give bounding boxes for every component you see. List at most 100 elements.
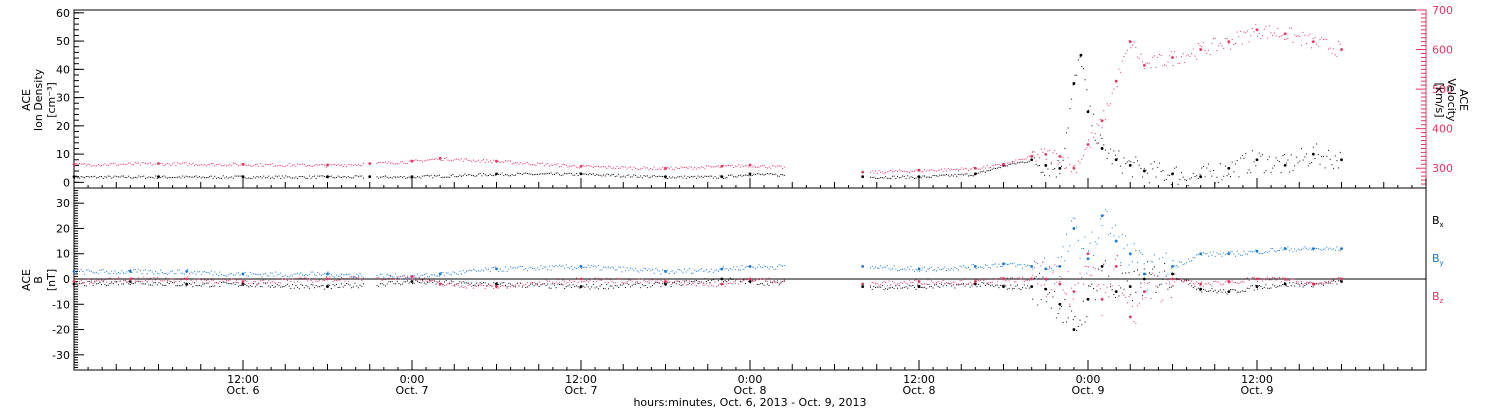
velocity-series-sample	[922, 170, 924, 172]
velocity-series-sample	[87, 163, 89, 165]
ion-density-series-sample	[80, 176, 82, 178]
ion-density-series-sample	[226, 176, 228, 178]
by-series-sample	[935, 270, 937, 272]
bz-series-sample	[1082, 283, 1084, 285]
bz-series-sample	[574, 280, 576, 282]
bz-series-sample	[75, 281, 77, 283]
ion-density-series-sample	[1022, 161, 1024, 163]
velocity-series-sample	[449, 160, 451, 162]
bz-series-sample	[484, 287, 486, 289]
ion-density-series-sample	[1199, 173, 1201, 175]
velocity-series-sample	[1017, 161, 1019, 163]
velocity-series-sample	[1140, 53, 1142, 55]
by-series-sample	[1196, 254, 1198, 256]
by-series-sample	[95, 271, 97, 273]
velocity-series-sample	[1010, 162, 1012, 164]
velocity-series-point	[1283, 32, 1287, 36]
by-series-sample	[163, 272, 165, 274]
by-series-sample	[1204, 253, 1206, 255]
bz-series-point	[1100, 297, 1104, 301]
ion-density-series-sample	[461, 175, 463, 177]
by-series-sample	[1255, 249, 1257, 251]
bx-series-sample	[1233, 289, 1235, 291]
bz-series-sample	[1334, 281, 1336, 283]
ion-density-series-sample	[264, 177, 266, 179]
ion-density-series-sample	[104, 176, 106, 178]
velocity-series-sample	[136, 162, 138, 164]
velocity-series-sample	[315, 164, 317, 166]
velocity-series-sample	[396, 163, 398, 165]
velocity-series-sample	[258, 165, 260, 167]
velocity-series-sample	[423, 160, 425, 162]
bz-series-sample	[582, 281, 584, 283]
by-series-sample	[575, 268, 577, 270]
by-series-sample	[209, 272, 211, 274]
velocity-series-sample	[613, 167, 615, 169]
by-series-sample	[1101, 225, 1103, 227]
ion-density-series-sample	[1147, 172, 1149, 174]
ion-density-series-sample	[516, 172, 518, 174]
ion-density-series-sample	[1186, 179, 1188, 181]
bz-series-sample	[116, 282, 118, 284]
velocity-series-sample	[454, 159, 456, 161]
ion-density-series-sample	[278, 175, 280, 177]
by-series-sample	[148, 270, 150, 272]
ion-density-series-sample	[910, 176, 912, 178]
ion-density-series-sample	[655, 176, 657, 178]
bz-series-sample	[199, 278, 201, 280]
ion-density-series-sample	[510, 175, 512, 177]
bz-series-sample	[1140, 286, 1142, 288]
ion-density-series-sample	[337, 175, 339, 177]
by-series-sample	[934, 269, 936, 271]
bz-series-sample	[575, 277, 577, 279]
bx-series-sample	[493, 282, 495, 284]
velocity-series-sample	[322, 163, 324, 165]
by-series-sample	[684, 268, 686, 270]
bx-series-sample	[1060, 306, 1062, 308]
by-series-sample	[491, 267, 493, 269]
velocity-series-sample	[450, 159, 452, 161]
bz-series-point	[861, 282, 865, 286]
bz-series-sample	[1096, 285, 1098, 287]
by-series-sample	[1287, 246, 1289, 248]
bx-series-sample	[925, 287, 927, 289]
velocity-series-sample	[1089, 146, 1091, 148]
bx-series-sample	[577, 286, 579, 288]
ion-density-series-sample	[885, 176, 887, 178]
bx-series-sample	[919, 285, 920, 287]
bx-series	[72, 260, 1343, 331]
ion-density-series-sample	[327, 177, 329, 179]
velocity-series-sample	[658, 167, 660, 169]
bx-series-sample	[1042, 276, 1044, 278]
bz-series-sample	[1321, 282, 1323, 284]
bx-series-sample	[271, 285, 273, 287]
by-series-sample	[150, 269, 152, 271]
velocity-series-sample	[82, 163, 84, 165]
velocity-series-sample	[565, 164, 567, 166]
by-series-sample	[1137, 261, 1139, 263]
ion-density-series-sample	[1038, 164, 1040, 166]
ion-density-series-sample	[1253, 161, 1255, 163]
velocity-series-sample	[1338, 41, 1340, 43]
ion-density-series-sample	[731, 174, 733, 176]
bz-series-sample	[143, 276, 145, 278]
ion-density-series-sample	[996, 167, 998, 169]
velocity-series-sample	[724, 165, 726, 167]
by-series-sample	[599, 269, 601, 271]
by-series-sample	[177, 269, 179, 271]
by-series-sample	[283, 275, 285, 277]
bx-series-sample	[651, 284, 653, 286]
velocity-series-sample	[547, 163, 549, 165]
ion-density-series-sample	[966, 173, 968, 175]
bz-series-sample	[1267, 276, 1269, 278]
bx-series-sample	[940, 283, 942, 285]
bz-series-sample	[285, 278, 287, 280]
bz-series-sample	[934, 283, 936, 285]
time-tick-label: 0:00	[400, 373, 425, 386]
bz-series-sample	[1128, 296, 1130, 298]
bx-series-sample	[452, 281, 454, 283]
by-series-sample	[349, 273, 351, 275]
bz-series-sample	[224, 279, 226, 281]
bz-series-sample	[782, 280, 784, 282]
ion-density-series-sample	[87, 175, 89, 177]
